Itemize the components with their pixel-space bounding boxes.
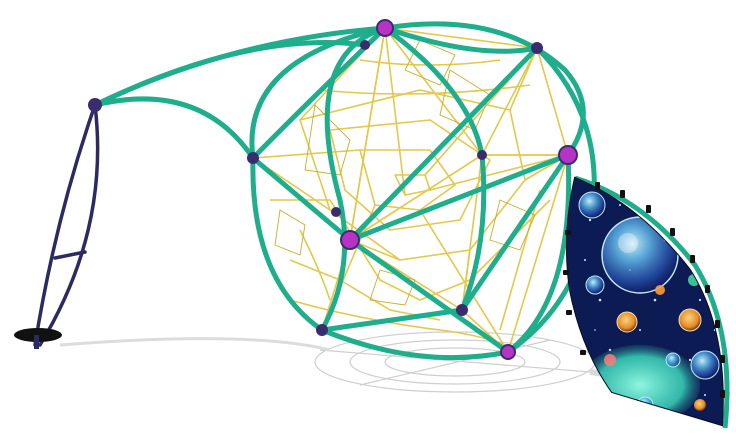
connector-node	[456, 304, 468, 316]
connector-node	[558, 145, 578, 165]
panel-frame	[574, 175, 730, 429]
connector-node	[247, 152, 259, 164]
left-post	[33, 103, 100, 347]
connector-node	[340, 230, 360, 250]
connector-node	[376, 19, 394, 37]
connector-node	[531, 42, 543, 54]
connector-node	[360, 40, 370, 50]
connector-node	[88, 98, 102, 112]
connector-node	[500, 344, 516, 360]
connector-node	[331, 207, 341, 217]
connectors	[88, 19, 578, 360]
post-foot	[34, 335, 39, 349]
connector-node	[316, 324, 328, 336]
green-frame	[92, 21, 597, 361]
rope-net	[252, 27, 569, 353]
connector-node	[477, 150, 487, 160]
